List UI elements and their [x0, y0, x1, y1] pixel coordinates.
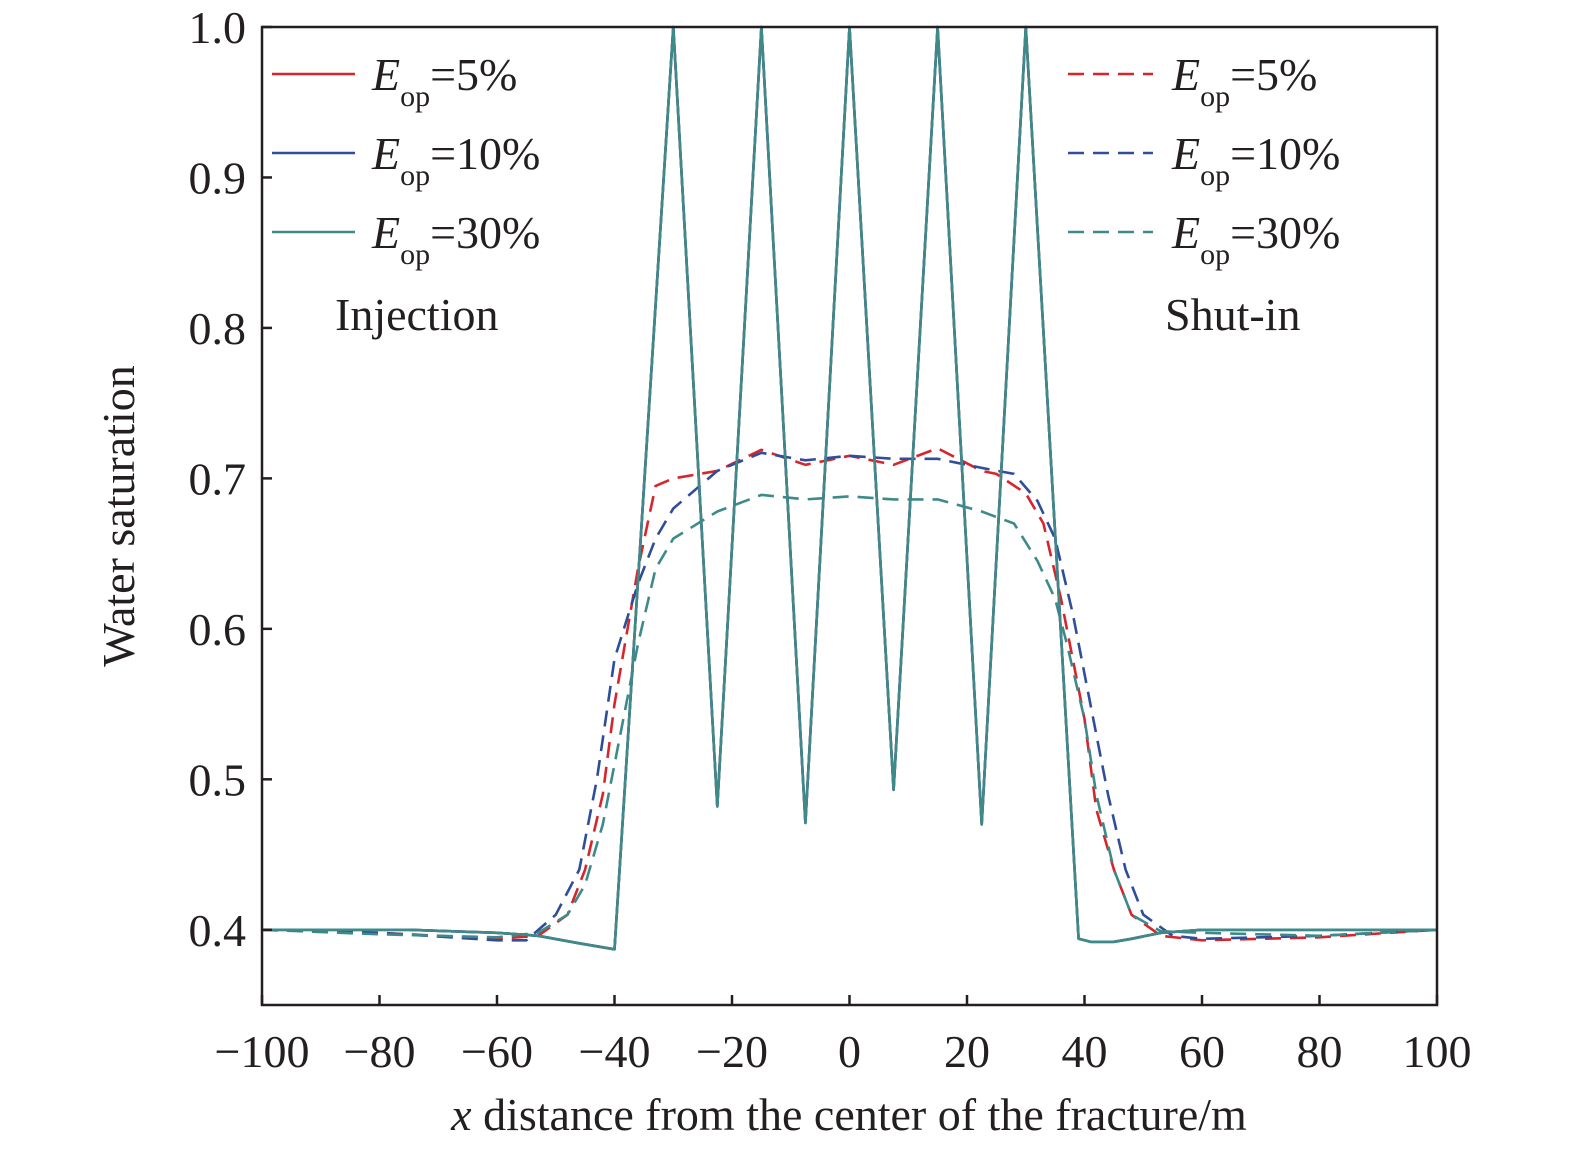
axis-ticks: −100 −80 −60 −40 −20 0 20 40 60 80 100 0.4 0.5 0.6 0.7… [189, 2, 1472, 1077]
x-tick-label: −40 [579, 1026, 651, 1077]
series-line-injection-2 [262, 25, 1437, 951]
x-tick-label: 40 [1062, 1026, 1108, 1077]
legend-title: Shut-in [1165, 289, 1300, 340]
series-line-shutin-4 [261, 451, 1438, 942]
legend-label: Eop=30% [1171, 207, 1340, 271]
y-tick-label: 0.8 [189, 303, 247, 354]
y-tick-label: 0.7 [189, 453, 247, 504]
x-axis-title: x distance from the center of the fractu… [450, 1089, 1247, 1140]
x-tick-label: −80 [344, 1026, 416, 1077]
legend-label: Eop=5% [371, 49, 517, 113]
y-tick-label: 0.5 [189, 754, 247, 805]
legend-label: Eop=30% [371, 207, 540, 271]
legend-label: Eop=10% [1171, 128, 1340, 192]
y-tick-label: 0.4 [189, 905, 247, 956]
series-line-shutin-3 [261, 446, 1438, 942]
legends: Eop=5% Eop=10% Eop=30% Injection Eop=5% Eop=1… [272, 49, 1340, 340]
legend-title: Injection [335, 289, 499, 340]
x-tick-label: 20 [944, 1026, 990, 1077]
legend-shut-in: Eop=5% Eop=10% Eop=30% Shut-in [1068, 49, 1340, 340]
legend-injection: Eop=5% Eop=10% Eop=30% Injection [272, 49, 540, 340]
x-tick-label: −60 [461, 1026, 533, 1077]
legend-label: Eop=10% [371, 128, 540, 192]
legend-label: Eop=5% [1171, 49, 1317, 113]
y-axis-title: Water saturation [93, 365, 144, 667]
x-tick-label: 100 [1403, 1026, 1472, 1077]
y-tick-label: 0.6 [189, 604, 247, 655]
x-tick-label: −20 [696, 1026, 768, 1077]
y-tick-label: 1.0 [189, 2, 247, 53]
series-line-shutin-5 [261, 493, 1438, 939]
x-axis-title-rest: distance from the center of the fracture… [472, 1089, 1247, 1140]
y-tick-label: 0.9 [189, 152, 247, 203]
series-layer [261, 25, 1438, 951]
x-tick-label: −100 [215, 1026, 310, 1077]
x-tick-label: 0 [838, 1026, 861, 1077]
x-axis-title-var: x [450, 1089, 472, 1140]
x-tick-label: 80 [1297, 1026, 1343, 1077]
x-tick-label: 60 [1179, 1026, 1225, 1077]
